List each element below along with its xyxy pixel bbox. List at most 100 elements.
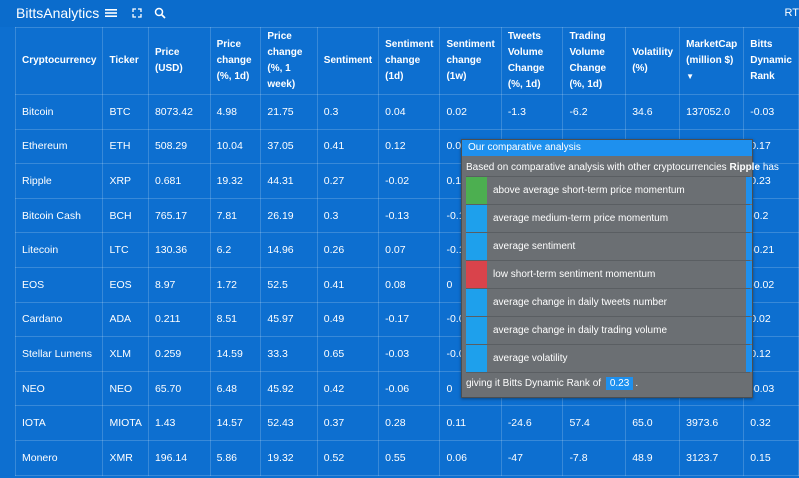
cell-sentiment-change-1d: -0.06 [378,370,441,407]
cell-price: 8073.42 [147,94,211,130]
cell-price-change-1d: 8.51 [209,301,262,338]
cell-sentiment: 0.41 [316,266,380,303]
cell-sentiment-change-1d: 0.04 [378,94,441,130]
cell-price: 130.36 [147,232,211,268]
row-edge-marker [746,317,752,344]
header-sentiment-change-1w[interactable]: Sentiment change (1w) [439,27,502,95]
cell-price: 0.681 [147,163,211,199]
cell-trading-change: -7.8 [562,439,627,476]
cell-sentiment-change-1w: 0.11 [439,405,502,441]
header-tweets-volume-change[interactable]: Tweets Volume Change (%, 1d) [500,27,564,95]
cell-price: 65.70 [147,370,211,407]
popup-intro-prefix: Based on comparative analysis with other… [466,162,727,173]
cell-sentiment-change-1w: 0.06 [439,439,502,476]
header-trading-volume-change[interactable]: Trading Volume Change (%, 1d) [562,27,627,95]
table-header-row: Cryptocurrency Ticker Price (USD) Price … [14,27,799,95]
indicator-swatch [466,289,487,316]
header-price[interactable]: Price (USD) [147,27,211,95]
cell-sentiment-change-1d: -0.02 [378,163,441,199]
header-price-change-1d[interactable]: Price change (%, 1d) [209,27,262,95]
indicator-swatch [466,317,487,344]
header-sentiment-change-1d[interactable]: Sentiment change (1d) [378,27,441,95]
cell-sentiment-change-1d: -0.03 [378,336,441,372]
cell-price: 196.14 [147,439,211,476]
header-sentiment[interactable]: Sentiment [316,27,380,95]
cell-price-change-1d: 7.81 [209,197,262,234]
cell-price: 765.17 [147,197,211,234]
cell-price: 508.29 [147,128,211,165]
cell-price-change-1d: 14.57 [209,405,262,441]
row-edge-marker [746,261,752,288]
topbar-right-label[interactable]: RT [784,7,799,19]
comparative-analysis-popup: Our comparative analysis Based on compar… [461,139,779,398]
cell-price-change-1w: 19.32 [260,439,318,476]
search-icon[interactable] [153,6,167,20]
cell-name: IOTA [14,405,104,441]
cell-sentiment: 0.27 [316,163,380,199]
app-title[interactable]: BittsAnalytics [16,5,100,21]
cell-price-change-1w: 52.43 [260,405,318,441]
cell-sentiment-change-1d: 0.07 [378,232,441,268]
analysis-item: average change in daily tweets number [466,289,752,317]
cell-name: Ethereum [14,128,104,165]
cell-name: Stellar Lumens [14,336,104,372]
analysis-item-label: above average short-term price momentum [493,185,685,196]
row-edge-marker [746,205,752,232]
popup-title: Our comparative analysis [468,142,581,153]
header-cryptocurrency[interactable]: Cryptocurrency [14,27,104,95]
header-marketcap[interactable]: MarketCap (million $) ▼ [679,27,745,95]
analysis-item: above average short-term price momentum [466,176,752,205]
table-row[interactable]: Monero XMR 196.14 5.86 19.32 0.52 0.55 0.06 -47-… [14,439,799,476]
cell-ticker: ETH [102,128,149,165]
cell-ticker: EOS [102,266,149,303]
analysis-item: average change in daily trading volume [466,317,752,345]
cell-marketcap: 3123.7 [679,439,745,476]
popup-footer: giving it Bitts Dynamic Rank of 0.23. [466,377,638,390]
top-bar: BittsAnalytics RT [0,0,799,27]
cell-sentiment-change-1d: -0.17 [378,301,441,338]
header-volatility[interactable]: Volatility (%) [625,27,681,95]
cell-ticker: LTC [102,232,149,268]
analysis-item: low short-term sentiment momentum [466,261,752,289]
analysis-item-label: average medium-term price momentum [493,213,669,224]
header-ticker[interactable]: Ticker [102,27,149,95]
cell-sentiment: 0.52 [316,439,380,476]
cell-bitts-rank: 0.32 [743,405,799,441]
table-row[interactable]: Bitcoin BTC 8073.42 4.98 21.75 0.3 0.04 0.02 -1.… [14,94,799,130]
cell-name: EOS [14,266,104,303]
cell-name: Monero [14,439,104,476]
cell-price: 8.97 [147,266,211,303]
cell-price-change-1d: 6.2 [209,232,262,268]
header-price-change-1w[interactable]: Price change (%, 1 week) [260,27,318,95]
indicator-swatch [466,233,487,260]
rank-badge: 0.23 [605,377,634,390]
cell-price-change-1w: 45.92 [260,370,318,407]
cell-sentiment: 0.37 [316,405,380,441]
indicator-swatch [466,261,487,288]
cell-tweets-change: -24.6 [500,405,564,441]
row-edge-marker [746,345,752,372]
popup-header: Our comparative analysis [462,140,752,156]
menu-icon[interactable] [104,6,118,20]
cell-price-change-1d: 14.59 [209,336,262,372]
cell-price-change-1d: 6.48 [209,370,262,407]
table-row[interactable]: IOTA MIOTA 1.43 14.57 52.43 0.37 0.28 0.11 -24.6… [14,405,799,441]
cell-name: Bitcoin [14,94,104,130]
cell-price-change-1w: 26.19 [260,197,318,234]
cell-sentiment-change-1d: 0.08 [378,266,441,303]
cell-ticker: XMR [102,439,149,476]
cell-volatility: 34.6 [625,94,681,130]
cell-price-change-1d: 5.86 [209,439,262,476]
cell-name: Ripple [14,163,104,199]
analysis-item: average sentiment [466,233,752,261]
cell-trading-change: -6.2 [562,94,627,130]
indicator-swatch [466,345,487,372]
indicator-swatch [466,177,487,204]
cell-ticker: ADA [102,301,149,338]
cell-price-change-1w: 14.96 [260,232,318,268]
cell-price: 0.211 [147,301,211,338]
analysis-item: average volatility [466,345,752,373]
header-bitts-rank[interactable]: Bitts Dynamic Rank [743,27,799,95]
sort-desc-icon[interactable]: ▼ [686,72,695,81]
fullscreen-icon[interactable] [130,6,144,20]
